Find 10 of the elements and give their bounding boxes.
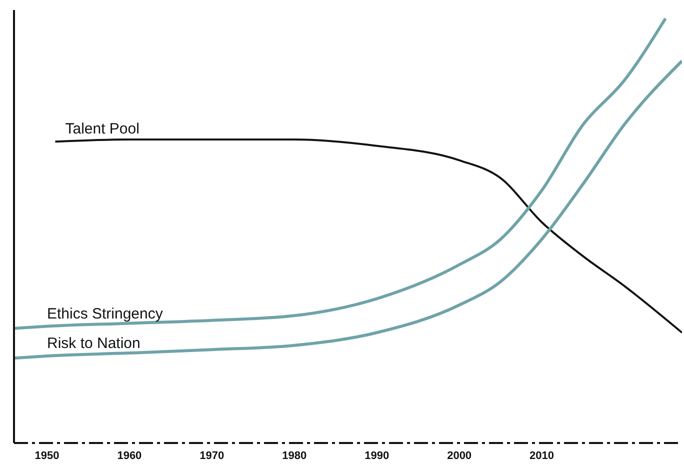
- x-tick-label: 1970: [200, 450, 224, 462]
- x-tick-label: 2010: [530, 450, 554, 462]
- x-tick-label: 1980: [282, 450, 307, 462]
- series-label: Ethics Stringency: [46, 305, 164, 322]
- x-tick-label: 1950: [34, 450, 60, 462]
- x-tick-label: 1960: [117, 450, 142, 462]
- x-tick-label: 2000: [447, 450, 472, 462]
- x-tick-label: 1990: [364, 450, 390, 462]
- series-label: Risk to Nation: [46, 334, 140, 352]
- series-label: Talent Pool: [65, 120, 140, 138]
